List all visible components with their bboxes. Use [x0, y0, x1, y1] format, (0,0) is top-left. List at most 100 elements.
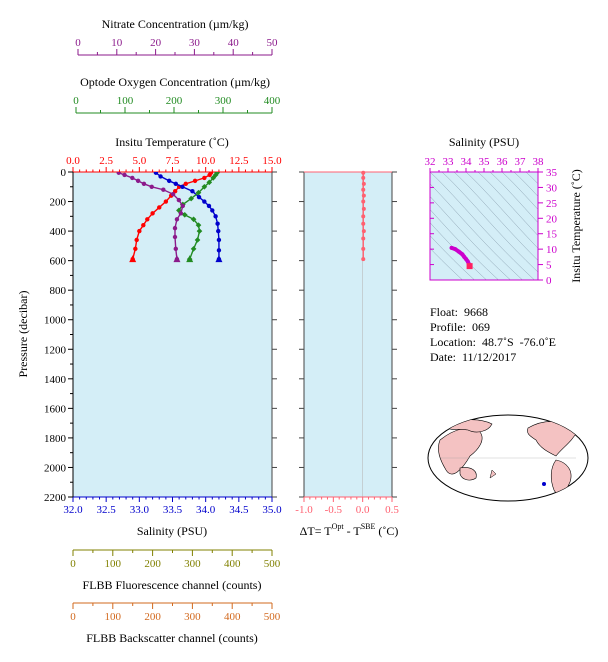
nitrate-point: [170, 191, 176, 197]
salinity-end-marker: [215, 255, 223, 263]
oxygen-point: [195, 189, 202, 196]
ts-salinity-tick-label: 37: [515, 156, 527, 168]
delta-t-tick-label: -0.5: [325, 504, 343, 516]
salinity-point: [166, 178, 172, 184]
pressure-tick-label: 2000: [44, 462, 67, 474]
temperature-end-marker: [129, 255, 137, 263]
ts-temperature-tick-label: 20: [546, 213, 558, 225]
fluorescence-tick-label: 200: [144, 558, 161, 570]
ts-salinity-tick-label: 35: [479, 156, 491, 168]
oxygen-point: [181, 212, 188, 218]
ts-density-contour: [430, 247, 463, 280]
nitrate-point: [122, 172, 127, 178]
salinity-axis-title: Salinity (PSU): [137, 524, 207, 538]
main-plot-background: [73, 172, 272, 497]
nitrate-point: [180, 203, 185, 209]
pressure-tick-label: 1400: [44, 374, 67, 386]
temperature-tick-label: 15.0: [262, 155, 282, 167]
pressure-tick-label: 400: [50, 226, 67, 238]
nitrate-tick-label: 40: [228, 37, 240, 49]
salinity-tick-label: 32.5: [97, 504, 117, 516]
salinity-point: [202, 199, 207, 204]
pressure-tick-label: 200: [50, 197, 67, 209]
delta-t-series: [361, 170, 366, 262]
ts-density-contour: [430, 183, 523, 280]
oxygen-axis: 0 100 200 300 400: [73, 95, 281, 114]
ts-salinity-tick-label: 34: [461, 156, 473, 168]
profile-series: [116, 172, 223, 263]
salinity-axis: 32.0 32.5 33.0 33.5 34.0 34.5 35.0: [63, 496, 282, 516]
float-id: Float: 9668: [430, 305, 489, 319]
salinity-point: [153, 172, 159, 175]
delta-t-tick-label: -1.0: [295, 504, 313, 516]
ts-density-contour: [477, 172, 538, 237]
backscatter-tick-label: 400: [224, 611, 241, 623]
temperature-point: [145, 217, 150, 222]
oxygen-tick-label: 0: [73, 95, 79, 107]
salinity-point: [206, 203, 212, 209]
pressure-tick-label: 1200: [44, 344, 67, 356]
salinity-tick-label: 33.0: [130, 504, 150, 516]
salinity-point: [216, 228, 221, 234]
ts-density-contour: [441, 172, 538, 273]
ts-density-contours: [430, 172, 538, 280]
nitrate-point: [174, 217, 180, 222]
ts-temperature-tick-label: 35: [546, 167, 558, 179]
pressure-axis-title: Pressure (decibar): [16, 291, 30, 378]
temperature-point: [163, 199, 169, 204]
ts-density-contour: [501, 172, 538, 210]
ts-end-marker: [466, 263, 473, 270]
temperature-tick-label: 0.0: [66, 155, 80, 167]
fluorescence-axis-title: FLBB Fluorescence channel (counts): [83, 578, 262, 592]
ts-density-contour: [430, 196, 511, 280]
temperature-point: [134, 237, 139, 243]
oxygen-tick-label: 100: [117, 95, 134, 107]
main-profile-panel: Nitrate Concentration (µm/kg) 0 10 20 30 40 5…: [16, 17, 397, 645]
ts-density-contour: [465, 172, 538, 249]
map-land-australia: [459, 467, 477, 481]
oxygen-tick-label: 300: [215, 95, 232, 107]
salinity-line: [155, 172, 220, 260]
backscatter-axis: 0 100 200 300 400 500: [70, 602, 281, 623]
temperature-tick-label: 2.5: [99, 155, 113, 167]
nitrate-point: [173, 246, 178, 252]
ts-salinity-tick-label: 38: [533, 156, 545, 168]
nitrate-tick-label: 0: [75, 37, 81, 49]
profile-date: Date: 11/12/2017: [430, 350, 517, 364]
oxygen-tick-label: 400: [264, 95, 281, 107]
ts-density-contour: [453, 172, 538, 261]
pressure-tick-label: 1600: [44, 403, 67, 415]
pressure-tick-label: 800: [50, 285, 67, 297]
fluorescence-tick-label: 0: [70, 558, 76, 570]
nitrate-point: [176, 197, 182, 203]
oxygen-axis-title: Optode Oxygen Concentration (µm/kg): [80, 75, 270, 89]
pressure-axis: 0 200 400 600 800 1000 1200 1400 1600 1800 2000 220…: [44, 167, 397, 504]
temperature-point: [183, 181, 188, 187]
nitrate-line: [118, 172, 184, 260]
temperature-point: [141, 222, 146, 228]
nitrate-point: [149, 184, 154, 189]
temperature-axis: 0.0 2.5 5.0 7.5 10.0 12.5 15.0: [66, 155, 282, 173]
delta-t-label-mid: - T: [344, 524, 362, 538]
nitrate-point: [116, 172, 121, 175]
nitrate-tick-label: 20: [150, 37, 162, 49]
salinity-point: [196, 194, 202, 200]
ts-point: [456, 249, 461, 254]
salinity-point: [180, 184, 185, 189]
backscatter-tick-label: 200: [144, 611, 161, 623]
ts-salinity-axis-title: Salinity (PSU): [449, 135, 519, 149]
ts-salinity-tick-label: 32: [425, 156, 436, 168]
nitrate-point: [135, 178, 141, 184]
backscatter-tick-label: 300: [184, 611, 201, 623]
delta-t-label-sup-sbe: SBE: [361, 522, 376, 531]
pressure-tick-label: 1800: [44, 433, 67, 445]
fluorescence-tick-label: 400: [224, 558, 241, 570]
temperature-tick-label: 7.5: [166, 155, 180, 167]
backscatter-tick-label: 100: [105, 611, 122, 623]
ts-temperature-tick-label: 25: [546, 198, 558, 210]
nitrate-tick-label: 30: [189, 37, 201, 49]
nitrate-tick-label: 50: [267, 37, 279, 49]
salinity-point: [215, 221, 220, 226]
salinity-point: [158, 174, 163, 179]
